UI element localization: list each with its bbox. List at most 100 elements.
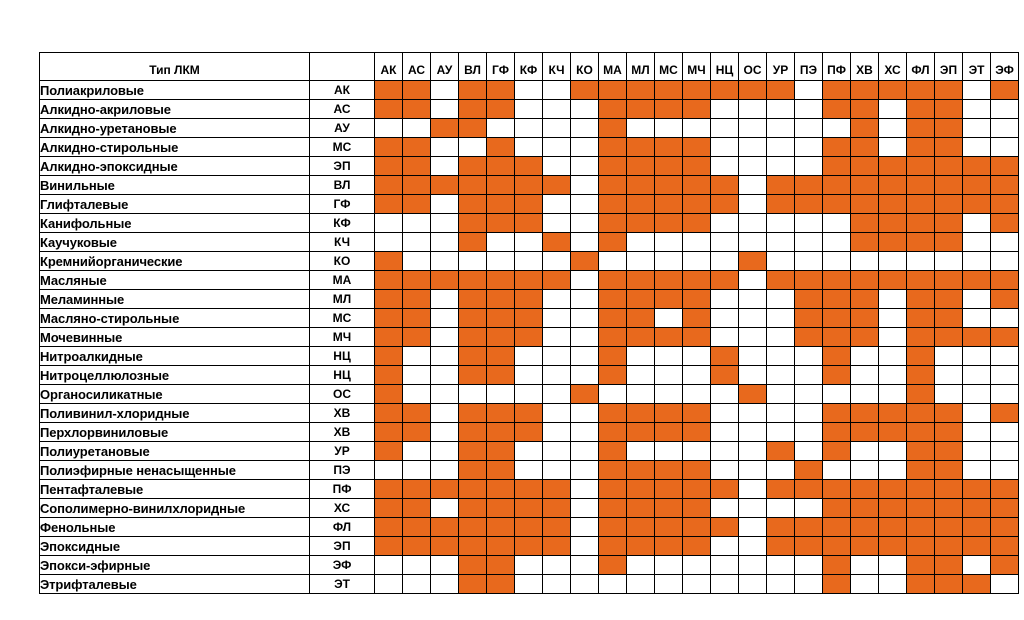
compatible-cell bbox=[934, 175, 963, 195]
row-material-code: ЭФ bbox=[309, 555, 375, 575]
compatible-cell bbox=[822, 175, 851, 195]
compatible-cell bbox=[458, 517, 487, 537]
incompatible-cell bbox=[766, 460, 795, 480]
incompatible-cell bbox=[794, 498, 823, 518]
table-row: Мочевинные МЧ bbox=[39, 327, 1019, 347]
incompatible-cell bbox=[738, 574, 767, 594]
compatible-cell bbox=[990, 289, 1019, 309]
compatible-cell bbox=[486, 99, 515, 119]
row-material-code: АК bbox=[309, 80, 375, 100]
compatible-cell bbox=[850, 498, 879, 518]
compatible-cell bbox=[486, 441, 515, 461]
incompatible-cell bbox=[682, 118, 711, 138]
incompatible-cell bbox=[850, 384, 879, 404]
incompatible-cell bbox=[682, 384, 711, 404]
incompatible-cell bbox=[766, 384, 795, 404]
incompatible-cell bbox=[542, 460, 571, 480]
header-row: Тип ЛКМ АК АС АУ ВЛ ГФ КФ КЧ КО МА МЛ МС МЧ НЦ ОС УР ПЭ… bbox=[39, 52, 1019, 81]
compatible-cell bbox=[710, 175, 739, 195]
compatible-cell bbox=[934, 460, 963, 480]
column-header: ФЛ bbox=[906, 52, 935, 81]
compatible-cell bbox=[598, 536, 627, 556]
compatible-cell bbox=[486, 156, 515, 176]
incompatible-cell bbox=[598, 574, 627, 594]
compatible-cell bbox=[906, 232, 935, 252]
incompatible-cell bbox=[738, 270, 767, 290]
incompatible-cell bbox=[738, 498, 767, 518]
compatible-cell bbox=[514, 308, 543, 328]
incompatible-cell bbox=[542, 346, 571, 366]
incompatible-cell bbox=[710, 251, 739, 271]
compatible-cell bbox=[850, 308, 879, 328]
incompatible-cell bbox=[710, 574, 739, 594]
table-row: Глифталевые ГФ bbox=[39, 194, 1019, 214]
row-material-code: ПЭ bbox=[309, 460, 375, 480]
incompatible-cell bbox=[402, 555, 431, 575]
incompatible-cell bbox=[458, 251, 487, 271]
compatible-cell bbox=[906, 536, 935, 556]
compatible-cell bbox=[598, 289, 627, 309]
compatible-cell bbox=[598, 517, 627, 537]
compatible-cell bbox=[626, 137, 655, 157]
incompatible-cell bbox=[514, 232, 543, 252]
incompatible-cell bbox=[794, 346, 823, 366]
column-header: ЭФ bbox=[990, 52, 1019, 81]
incompatible-cell bbox=[486, 384, 515, 404]
row-material-name: Перхлорвиниловые bbox=[39, 422, 310, 442]
incompatible-cell bbox=[794, 232, 823, 252]
compatible-cell bbox=[514, 536, 543, 556]
incompatible-cell bbox=[514, 346, 543, 366]
incompatible-cell bbox=[710, 384, 739, 404]
compatible-cell bbox=[850, 479, 879, 499]
compatible-cell bbox=[934, 441, 963, 461]
compatible-cell bbox=[990, 80, 1019, 100]
compatible-cell bbox=[598, 213, 627, 233]
incompatible-cell bbox=[542, 422, 571, 442]
row-material-code: АС bbox=[309, 99, 375, 119]
incompatible-cell bbox=[710, 289, 739, 309]
incompatible-cell bbox=[430, 327, 459, 347]
incompatible-cell bbox=[710, 498, 739, 518]
row-material-name: Алкидно-стирольные bbox=[39, 137, 310, 157]
compatible-cell bbox=[626, 498, 655, 518]
compatible-cell bbox=[822, 270, 851, 290]
incompatible-cell bbox=[570, 555, 599, 575]
compatible-cell bbox=[682, 327, 711, 347]
row-material-code: ВЛ bbox=[309, 175, 375, 195]
compatible-cell bbox=[598, 422, 627, 442]
compatible-cell bbox=[682, 213, 711, 233]
incompatible-cell bbox=[738, 156, 767, 176]
compatible-cell bbox=[374, 346, 403, 366]
row-material-code: ХВ bbox=[309, 422, 375, 442]
compatible-cell bbox=[374, 194, 403, 214]
compatible-cell bbox=[738, 384, 767, 404]
incompatible-cell bbox=[962, 213, 991, 233]
incompatible-cell bbox=[850, 460, 879, 480]
incompatible-cell bbox=[570, 99, 599, 119]
row-material-code: КО bbox=[309, 251, 375, 271]
compatible-cell bbox=[850, 99, 879, 119]
compatible-cell bbox=[906, 498, 935, 518]
compatible-cell bbox=[374, 536, 403, 556]
incompatible-cell bbox=[430, 232, 459, 252]
incompatible-cell bbox=[430, 194, 459, 214]
compatible-cell bbox=[766, 175, 795, 195]
row-material-code: ПФ bbox=[309, 479, 375, 499]
row-material-code: МС bbox=[309, 137, 375, 157]
compatible-cell bbox=[962, 536, 991, 556]
compatible-cell bbox=[402, 175, 431, 195]
incompatible-cell bbox=[766, 289, 795, 309]
row-material-name: Пентафталевые bbox=[39, 479, 310, 499]
compatible-cell bbox=[962, 517, 991, 537]
row-material-code: НЦ bbox=[309, 365, 375, 385]
compatible-cell bbox=[654, 99, 683, 119]
compatible-cell bbox=[822, 422, 851, 442]
incompatible-cell bbox=[794, 574, 823, 594]
incompatible-cell bbox=[794, 137, 823, 157]
compatible-cell bbox=[374, 99, 403, 119]
incompatible-cell bbox=[738, 555, 767, 575]
table-row: Алкидно-акриловые АС bbox=[39, 99, 1019, 119]
row-material-code: ХС bbox=[309, 498, 375, 518]
compatible-cell bbox=[486, 194, 515, 214]
incompatible-cell bbox=[570, 346, 599, 366]
